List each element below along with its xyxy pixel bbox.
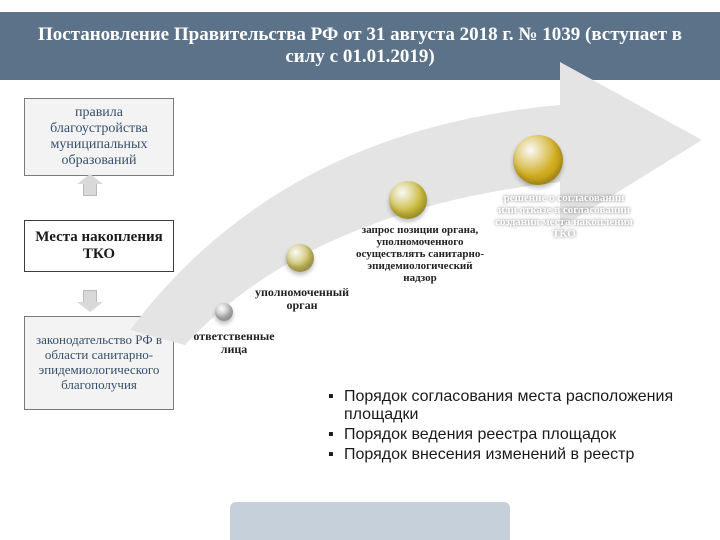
bullet-item-1: Порядок ведения реестра площадок: [328, 426, 688, 444]
bullet-item-0: Порядок согласования места расположения …: [328, 388, 688, 424]
bullet-item-2: Порядок внесения изменений в реестр: [328, 446, 688, 464]
step-ball-3: [513, 135, 563, 185]
step-ball-1: [286, 244, 314, 272]
step-ball-0: [215, 303, 233, 321]
step-label-2: запрос позиции органа, уполномоченного о…: [350, 224, 490, 284]
footer-bar: [230, 502, 510, 540]
bullet-list: Порядок согласования места расположения …: [328, 388, 688, 466]
slide: { "title": { "text": "Постановление Прав…: [0, 0, 720, 540]
step-ball-2: [389, 181, 427, 219]
step-label-3: решение о согласовании или отказе в согл…: [494, 192, 634, 240]
step-label-1: уполномоченный орган: [242, 286, 362, 312]
step-label-0: ответственные лица: [186, 330, 282, 356]
